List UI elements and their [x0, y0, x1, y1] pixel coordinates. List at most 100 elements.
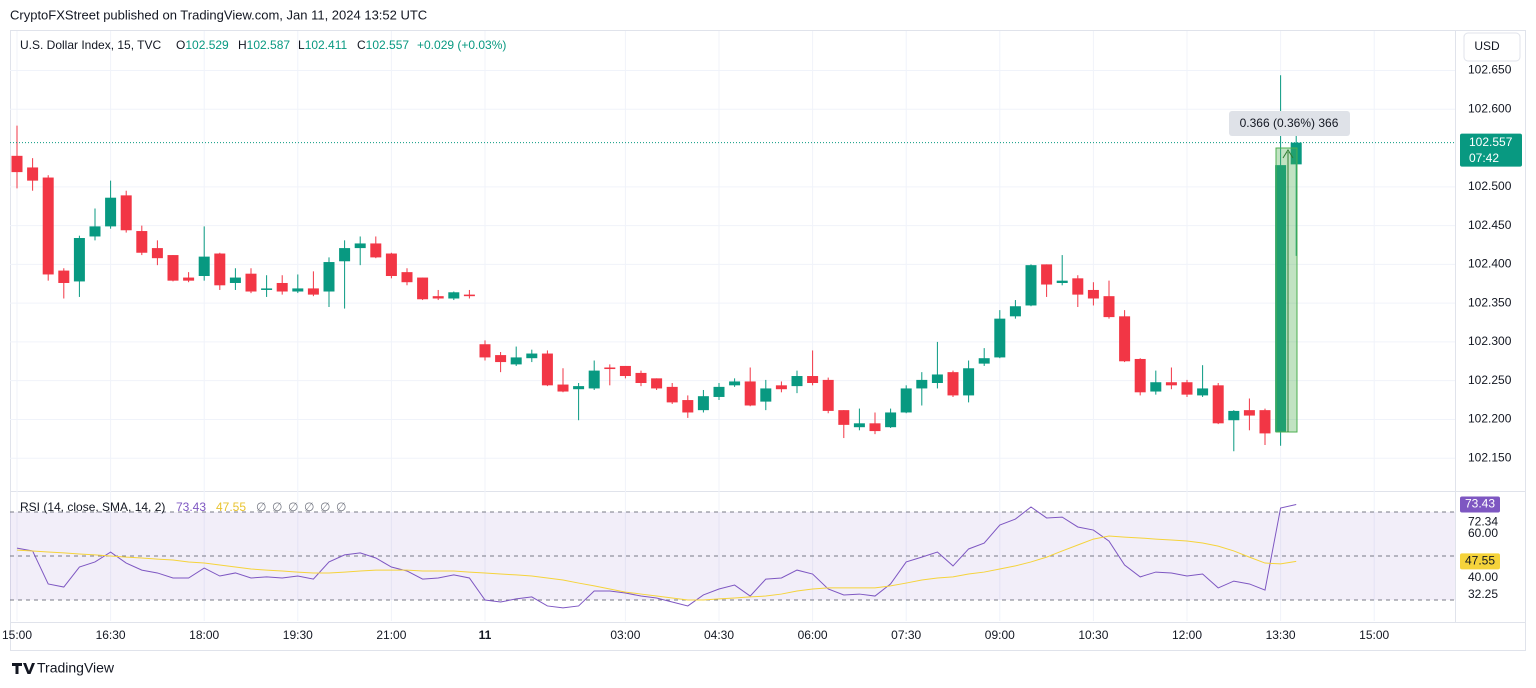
- candle-body: [775, 385, 787, 390]
- candle-body: [463, 294, 475, 297]
- candle-body: [151, 248, 163, 259]
- candle-body: [1009, 306, 1021, 317]
- x-tick-label: 13:30: [1266, 628, 1296, 642]
- candle-body: [245, 273, 257, 292]
- y-tick-label: 40.00: [1468, 570, 1498, 584]
- candle-body: [1243, 410, 1255, 416]
- candle-body: [448, 292, 460, 299]
- measure-range: [1275, 147, 1298, 433]
- candle-body: [1259, 410, 1271, 434]
- candle-body: [744, 381, 756, 406]
- candle-body: [1056, 280, 1068, 283]
- countdown-label: 07:42: [1469, 151, 1499, 165]
- candle-body: [401, 272, 413, 283]
- candle-body: [198, 256, 210, 277]
- candle-body: [526, 353, 538, 359]
- y-tick-label: 102.500: [1468, 179, 1512, 193]
- candle-body: [510, 357, 522, 365]
- indicator-line: [16, 503, 1297, 609]
- legend-line: U.S. Dollar Index, 15, TVC O102.529 H102…: [20, 38, 506, 52]
- value-tag: [1460, 496, 1500, 513]
- ohlc-value: 102.587: [247, 38, 291, 52]
- ohlc-prefix: O: [176, 38, 185, 52]
- candle-body: [791, 376, 803, 387]
- candle-body: [105, 197, 117, 227]
- candle-body: [1134, 358, 1146, 393]
- candle-body: [635, 372, 647, 384]
- y-tick-label: 102.350: [1468, 295, 1512, 309]
- rsi-value: 73.43: [176, 500, 206, 514]
- candle-body: [167, 255, 179, 281]
- candle-body: [136, 231, 148, 253]
- candle-body: [42, 177, 54, 275]
- candle-body: [385, 253, 397, 277]
- candle-body: [73, 238, 85, 282]
- x-tick-label: 11: [479, 628, 492, 642]
- candle-body: [11, 155, 23, 173]
- last-price-label: 102.557: [1469, 135, 1513, 149]
- chart-frame: [10, 30, 1526, 651]
- x-tick-label: 07:30: [891, 628, 921, 642]
- y-tick-label: 102.300: [1468, 334, 1512, 348]
- currency-button[interactable]: [1463, 32, 1521, 62]
- candle-body: [339, 248, 351, 262]
- candle-body: [1072, 278, 1084, 295]
- candle-body: [432, 296, 444, 299]
- change: +0.029 (+0.03%): [417, 38, 506, 52]
- value-tag-label: 47.55: [1465, 554, 1495, 568]
- candle-body: [1119, 316, 1131, 362]
- placeholder: ∅: [336, 500, 346, 514]
- candle-body: [89, 226, 101, 237]
- candle-body: [838, 410, 850, 425]
- candle-body: [697, 396, 709, 411]
- candle-body: [666, 386, 678, 403]
- brand-name: TradingView: [37, 660, 115, 676]
- candle-body: [869, 423, 881, 432]
- candle-body: [495, 355, 507, 363]
- candle-body: [978, 358, 990, 364]
- legend: U.S. Dollar Index, 15, TVC O102.529 H102…: [20, 38, 506, 514]
- currency-label: USD: [1474, 39, 1500, 53]
- candle-body: [354, 243, 366, 249]
- symbol: U.S. Dollar Index, 15, TVC: [20, 38, 162, 52]
- candle-body: [417, 277, 429, 300]
- candle-body: [1041, 264, 1053, 285]
- candle-body: [1290, 142, 1302, 165]
- candle-body: [214, 253, 226, 286]
- candle-body: [604, 367, 616, 370]
- candle-body: [120, 195, 132, 231]
- candle-body: [183, 277, 195, 281]
- candle-body: [822, 379, 834, 411]
- candle-body: [588, 370, 600, 389]
- candle-body: [1150, 382, 1162, 392]
- y-tick-label: 102.650: [1468, 63, 1512, 77]
- candle-body: [229, 277, 241, 283]
- ohlc-prefix: C: [357, 38, 366, 52]
- x-tick-label: 21:00: [376, 628, 406, 642]
- candle-body: [58, 270, 70, 283]
- y-tick-label: 102.250: [1468, 373, 1512, 387]
- measure-box: [1229, 111, 1350, 136]
- candle-body: [1025, 265, 1037, 306]
- candle-body: [807, 376, 819, 384]
- candle-body: [885, 412, 897, 428]
- candle-body: [1197, 388, 1209, 396]
- y-tick-label: 32.25: [1468, 587, 1498, 601]
- candle-body: [261, 288, 273, 290]
- panes: 15:00 16:30 18:00 19:30 21:00 11 03:00 04:30 06:…: [2, 31, 1522, 642]
- candle-body: [713, 386, 725, 397]
- candle-body: [370, 243, 382, 258]
- rsi-label: RSI (14, close, SMA, 14, 2): [20, 500, 165, 514]
- candle-body: [916, 379, 928, 389]
- candle-body: [853, 423, 865, 428]
- ohlc-value: 102.529: [185, 38, 229, 52]
- placeholder: ∅: [304, 500, 314, 514]
- candle-body: [931, 374, 943, 384]
- x-tick-label: 16:30: [96, 628, 126, 642]
- ohlc-value: 102.411: [305, 38, 348, 52]
- candle-body: [307, 288, 319, 295]
- brand-logo: [12, 663, 35, 674]
- candle-body: [760, 388, 772, 402]
- candle-body: [729, 381, 741, 386]
